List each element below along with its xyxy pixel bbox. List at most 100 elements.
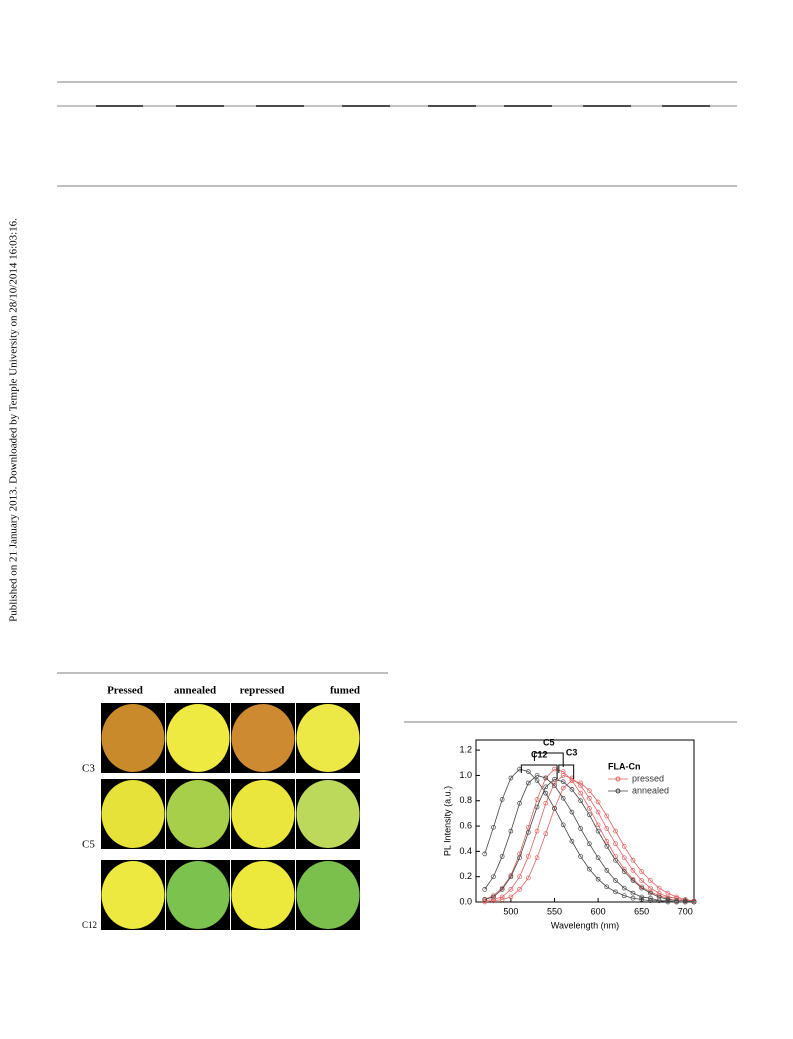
x-tick-label: 500 (503, 906, 518, 916)
sample-disc (296, 861, 360, 929)
spectrum-point (587, 841, 592, 847)
spectrum-point (630, 890, 636, 896)
y-tick-label: 0.8 (459, 795, 472, 805)
y-tick-label: 1.0 (459, 770, 472, 780)
spectrum-point (482, 898, 488, 904)
spectrum-point (587, 805, 592, 811)
x-tick-label: 600 (591, 906, 606, 916)
spectrum-point (508, 775, 514, 781)
sample-disc (101, 861, 165, 929)
spectrum-point (656, 885, 662, 891)
spectrum-point (630, 895, 636, 901)
spectrum-point (482, 899, 488, 905)
spectrum-point (491, 874, 496, 880)
spectrum-point (499, 886, 505, 892)
spectrum-point (630, 868, 636, 873)
x-tick-label: 700 (678, 906, 693, 916)
spectrum-point (517, 855, 522, 861)
row-label: C5 (82, 839, 95, 851)
spectrum-point (682, 899, 688, 905)
sample-disc (166, 704, 230, 772)
spectrum-point (604, 868, 610, 873)
spectrum-point (665, 898, 671, 904)
spectrum-point (482, 886, 488, 892)
spectrum-point (560, 795, 566, 801)
spectrum-point (595, 822, 601, 828)
spectrum-point (595, 855, 601, 861)
spectrum-point (525, 854, 531, 859)
spectrum-point (639, 878, 645, 883)
spectrum-point (552, 776, 557, 782)
spectrum-point (665, 890, 671, 896)
legend-marker (615, 788, 621, 794)
column-label: annealed (174, 685, 216, 697)
spectrum-point (630, 878, 636, 883)
spectrum-point (578, 780, 583, 786)
spectrum-point (665, 899, 671, 905)
spectrum-point (517, 874, 522, 880)
x-tick-label: 550 (547, 906, 562, 916)
spectrum-point (560, 785, 566, 791)
spectrum-point (630, 857, 636, 863)
spectrum-point (691, 898, 697, 904)
spectrum-point (482, 851, 488, 857)
spectrum-point (560, 779, 566, 785)
spectrum-point (578, 798, 583, 804)
spectrum-point (508, 874, 514, 880)
spectrum-point (674, 899, 679, 905)
peak-label: C3 (566, 747, 578, 757)
y-tick-label: 0.6 (459, 820, 472, 830)
spectrum-point (534, 855, 540, 861)
spectrum-point (499, 885, 505, 891)
spectrum-point (569, 838, 575, 844)
spectrum-point (595, 828, 601, 834)
spectrum-point (552, 783, 557, 788)
spectrum-point (534, 828, 540, 834)
column-label: repressed (240, 685, 285, 697)
spectrum-point (569, 809, 575, 815)
spectrum-point (543, 784, 549, 790)
spectrum-point (613, 857, 618, 863)
spectrum-point (621, 843, 627, 849)
spectrum-point (534, 797, 540, 802)
spectrum-point (648, 898, 653, 904)
spectrum-point (648, 885, 653, 891)
pl-chart: 0.0 0.2 0.4 0.6 0.8 1.0 1.2 500 550 600 650 700 Wave… (442, 737, 697, 930)
spectrum-point (578, 854, 583, 859)
column-label: Pressed (107, 685, 143, 697)
spectrum-point (552, 766, 557, 772)
legend-label: annealed (632, 785, 669, 795)
peak-bracket (558, 764, 575, 779)
spectrum-point (613, 878, 618, 883)
spectrum-point (604, 843, 610, 849)
peak-bracket (520, 764, 558, 779)
spectrum-point (674, 898, 679, 904)
y-tick-label: 0.0 (459, 896, 472, 906)
sample-disc (231, 780, 295, 848)
spectrum-line (484, 768, 695, 903)
spectrum-point (621, 869, 627, 874)
spectrum-line (484, 774, 694, 902)
spectrum-point (543, 800, 549, 806)
spectrum-point (639, 869, 645, 874)
spectrum-point (560, 773, 566, 778)
spectrum-point (648, 895, 653, 901)
download-notice: Published on 21 January 2013. Downloaded… (8, 218, 20, 622)
spectrum-point (578, 826, 583, 831)
spectrum-point (665, 897, 671, 902)
sample-disc (231, 861, 295, 929)
spectrum-point (604, 838, 610, 844)
x-tick-label: 650 (634, 906, 649, 916)
spectrum-point (587, 788, 592, 793)
spectrum-point (491, 897, 496, 902)
sample-disc (296, 704, 360, 772)
spectrum-point (525, 780, 531, 786)
spectrum-point (578, 783, 583, 788)
spectrum-point (613, 841, 618, 847)
spectrum-point (613, 828, 618, 834)
row-label: C12 (82, 920, 97, 930)
legend-marker (615, 776, 621, 782)
spectrum-point (604, 826, 610, 831)
column-label: fumed (330, 685, 360, 697)
